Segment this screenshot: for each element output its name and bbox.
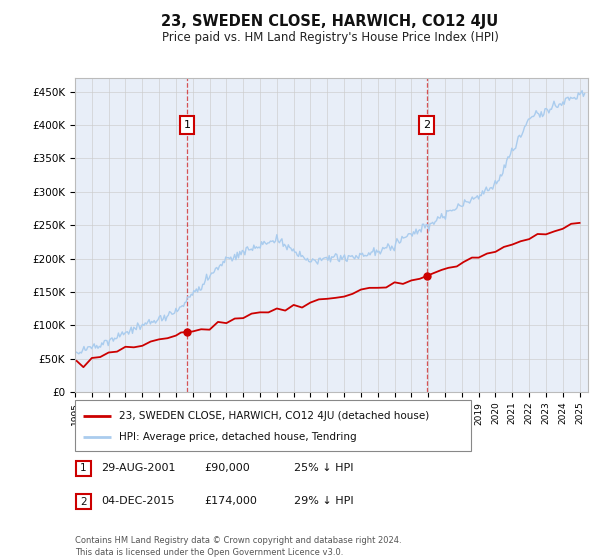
Text: Contains HM Land Registry data © Crown copyright and database right 2024.
This d: Contains HM Land Registry data © Crown c… — [75, 536, 401, 557]
Text: 23, SWEDEN CLOSE, HARWICH, CO12 4JU (detached house): 23, SWEDEN CLOSE, HARWICH, CO12 4JU (det… — [119, 410, 429, 421]
Text: 04-DEC-2015: 04-DEC-2015 — [101, 496, 175, 506]
Text: 2: 2 — [424, 120, 430, 130]
Text: £174,000: £174,000 — [204, 496, 257, 506]
Text: 1: 1 — [184, 120, 191, 130]
Text: £90,000: £90,000 — [204, 463, 250, 473]
Text: 29-AUG-2001: 29-AUG-2001 — [101, 463, 175, 473]
Text: 1: 1 — [80, 463, 87, 473]
Text: 29% ↓ HPI: 29% ↓ HPI — [294, 496, 353, 506]
Text: 2: 2 — [80, 497, 87, 507]
Text: Price paid vs. HM Land Registry's House Price Index (HPI): Price paid vs. HM Land Registry's House … — [161, 31, 499, 44]
Text: HPI: Average price, detached house, Tendring: HPI: Average price, detached house, Tend… — [119, 432, 356, 442]
Text: 25% ↓ HPI: 25% ↓ HPI — [294, 463, 353, 473]
Text: 23, SWEDEN CLOSE, HARWICH, CO12 4JU: 23, SWEDEN CLOSE, HARWICH, CO12 4JU — [161, 14, 499, 29]
